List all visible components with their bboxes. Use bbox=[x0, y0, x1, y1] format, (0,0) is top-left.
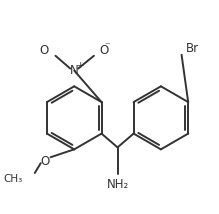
Text: O: O bbox=[39, 44, 49, 57]
Text: O: O bbox=[100, 44, 109, 57]
Text: +: + bbox=[76, 61, 84, 70]
Text: O: O bbox=[40, 155, 49, 168]
Text: CH₃: CH₃ bbox=[4, 174, 23, 184]
Text: ⁻: ⁻ bbox=[104, 41, 110, 51]
Text: NH₂: NH₂ bbox=[106, 178, 129, 191]
Text: N: N bbox=[70, 64, 79, 77]
Text: Br: Br bbox=[185, 42, 199, 55]
